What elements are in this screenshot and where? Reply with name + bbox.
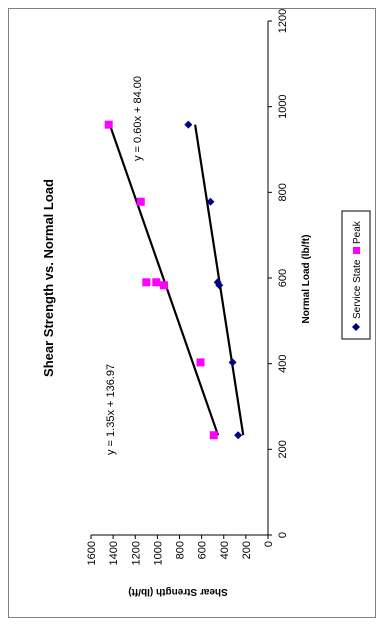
x-tick-label: 1200: [277, 9, 289, 33]
data-point-peak: [152, 278, 161, 287]
x-tick-label: 1000: [277, 94, 289, 118]
legend-marker-service-state: [352, 323, 360, 331]
legend-label-peak: Peak: [352, 220, 363, 244]
y-tick-label: 400: [219, 541, 231, 559]
y-tick-label: 1600: [86, 541, 98, 565]
x-tick-label: 600: [277, 269, 289, 287]
legend-box: [341, 210, 371, 340]
data-point-peak: [209, 431, 218, 440]
data-point-peak: [160, 281, 169, 290]
data-point-service-state: [234, 431, 243, 440]
plot-area: 0 200 400 600 800 1000 1200 0 200 400 600 800 1000 12…: [86, 9, 289, 565]
y-tick-label: 1200: [130, 541, 142, 565]
legend-marker-peak: [353, 247, 360, 254]
trendline-equation-peak: y = 1.35x + 136.97: [105, 364, 117, 455]
x-tick-label: 800: [277, 183, 289, 201]
x-tick-label: 200: [277, 440, 289, 458]
data-point-peak: [196, 358, 205, 367]
legend: Service State Peak: [341, 210, 371, 340]
y-axis-label: Shear Strength (lb/ft): [128, 586, 227, 597]
trendline-equation-service-state: y = 0.60x + 84.00: [132, 76, 144, 161]
data-point-service-state: [184, 120, 193, 129]
x-axis-label: Normal Load (lb/ft): [301, 235, 312, 324]
data-point-service-state: [228, 358, 237, 367]
data-point-peak: [136, 197, 145, 206]
data-point-service-state: [213, 278, 222, 287]
trendline-peak: [108, 124, 220, 436]
chart-title: Shear Strength vs. Normal Load: [41, 179, 56, 377]
y-tick-label: 1000: [152, 541, 164, 565]
chart-frame: Shear Strength vs. Normal Load 0 200 400 60…: [8, 8, 376, 618]
x-tick-label: 0: [277, 532, 289, 538]
chart-svg: Shear Strength vs. Normal Load 0 200 400 60…: [41, 9, 371, 597]
x-tick-label: 400: [277, 354, 289, 372]
data-point-peak: [142, 278, 151, 287]
y-tick-label: 800: [175, 541, 187, 559]
data-point-peak: [104, 120, 113, 129]
legend-label-service-state: Service State: [352, 259, 363, 319]
y-tick-label: 200: [241, 541, 253, 559]
y-tick-label: 1400: [108, 541, 120, 565]
y-tick-label: 600: [197, 541, 209, 559]
data-point-service-state: [206, 197, 215, 206]
y-tick-label: 0: [263, 541, 275, 547]
